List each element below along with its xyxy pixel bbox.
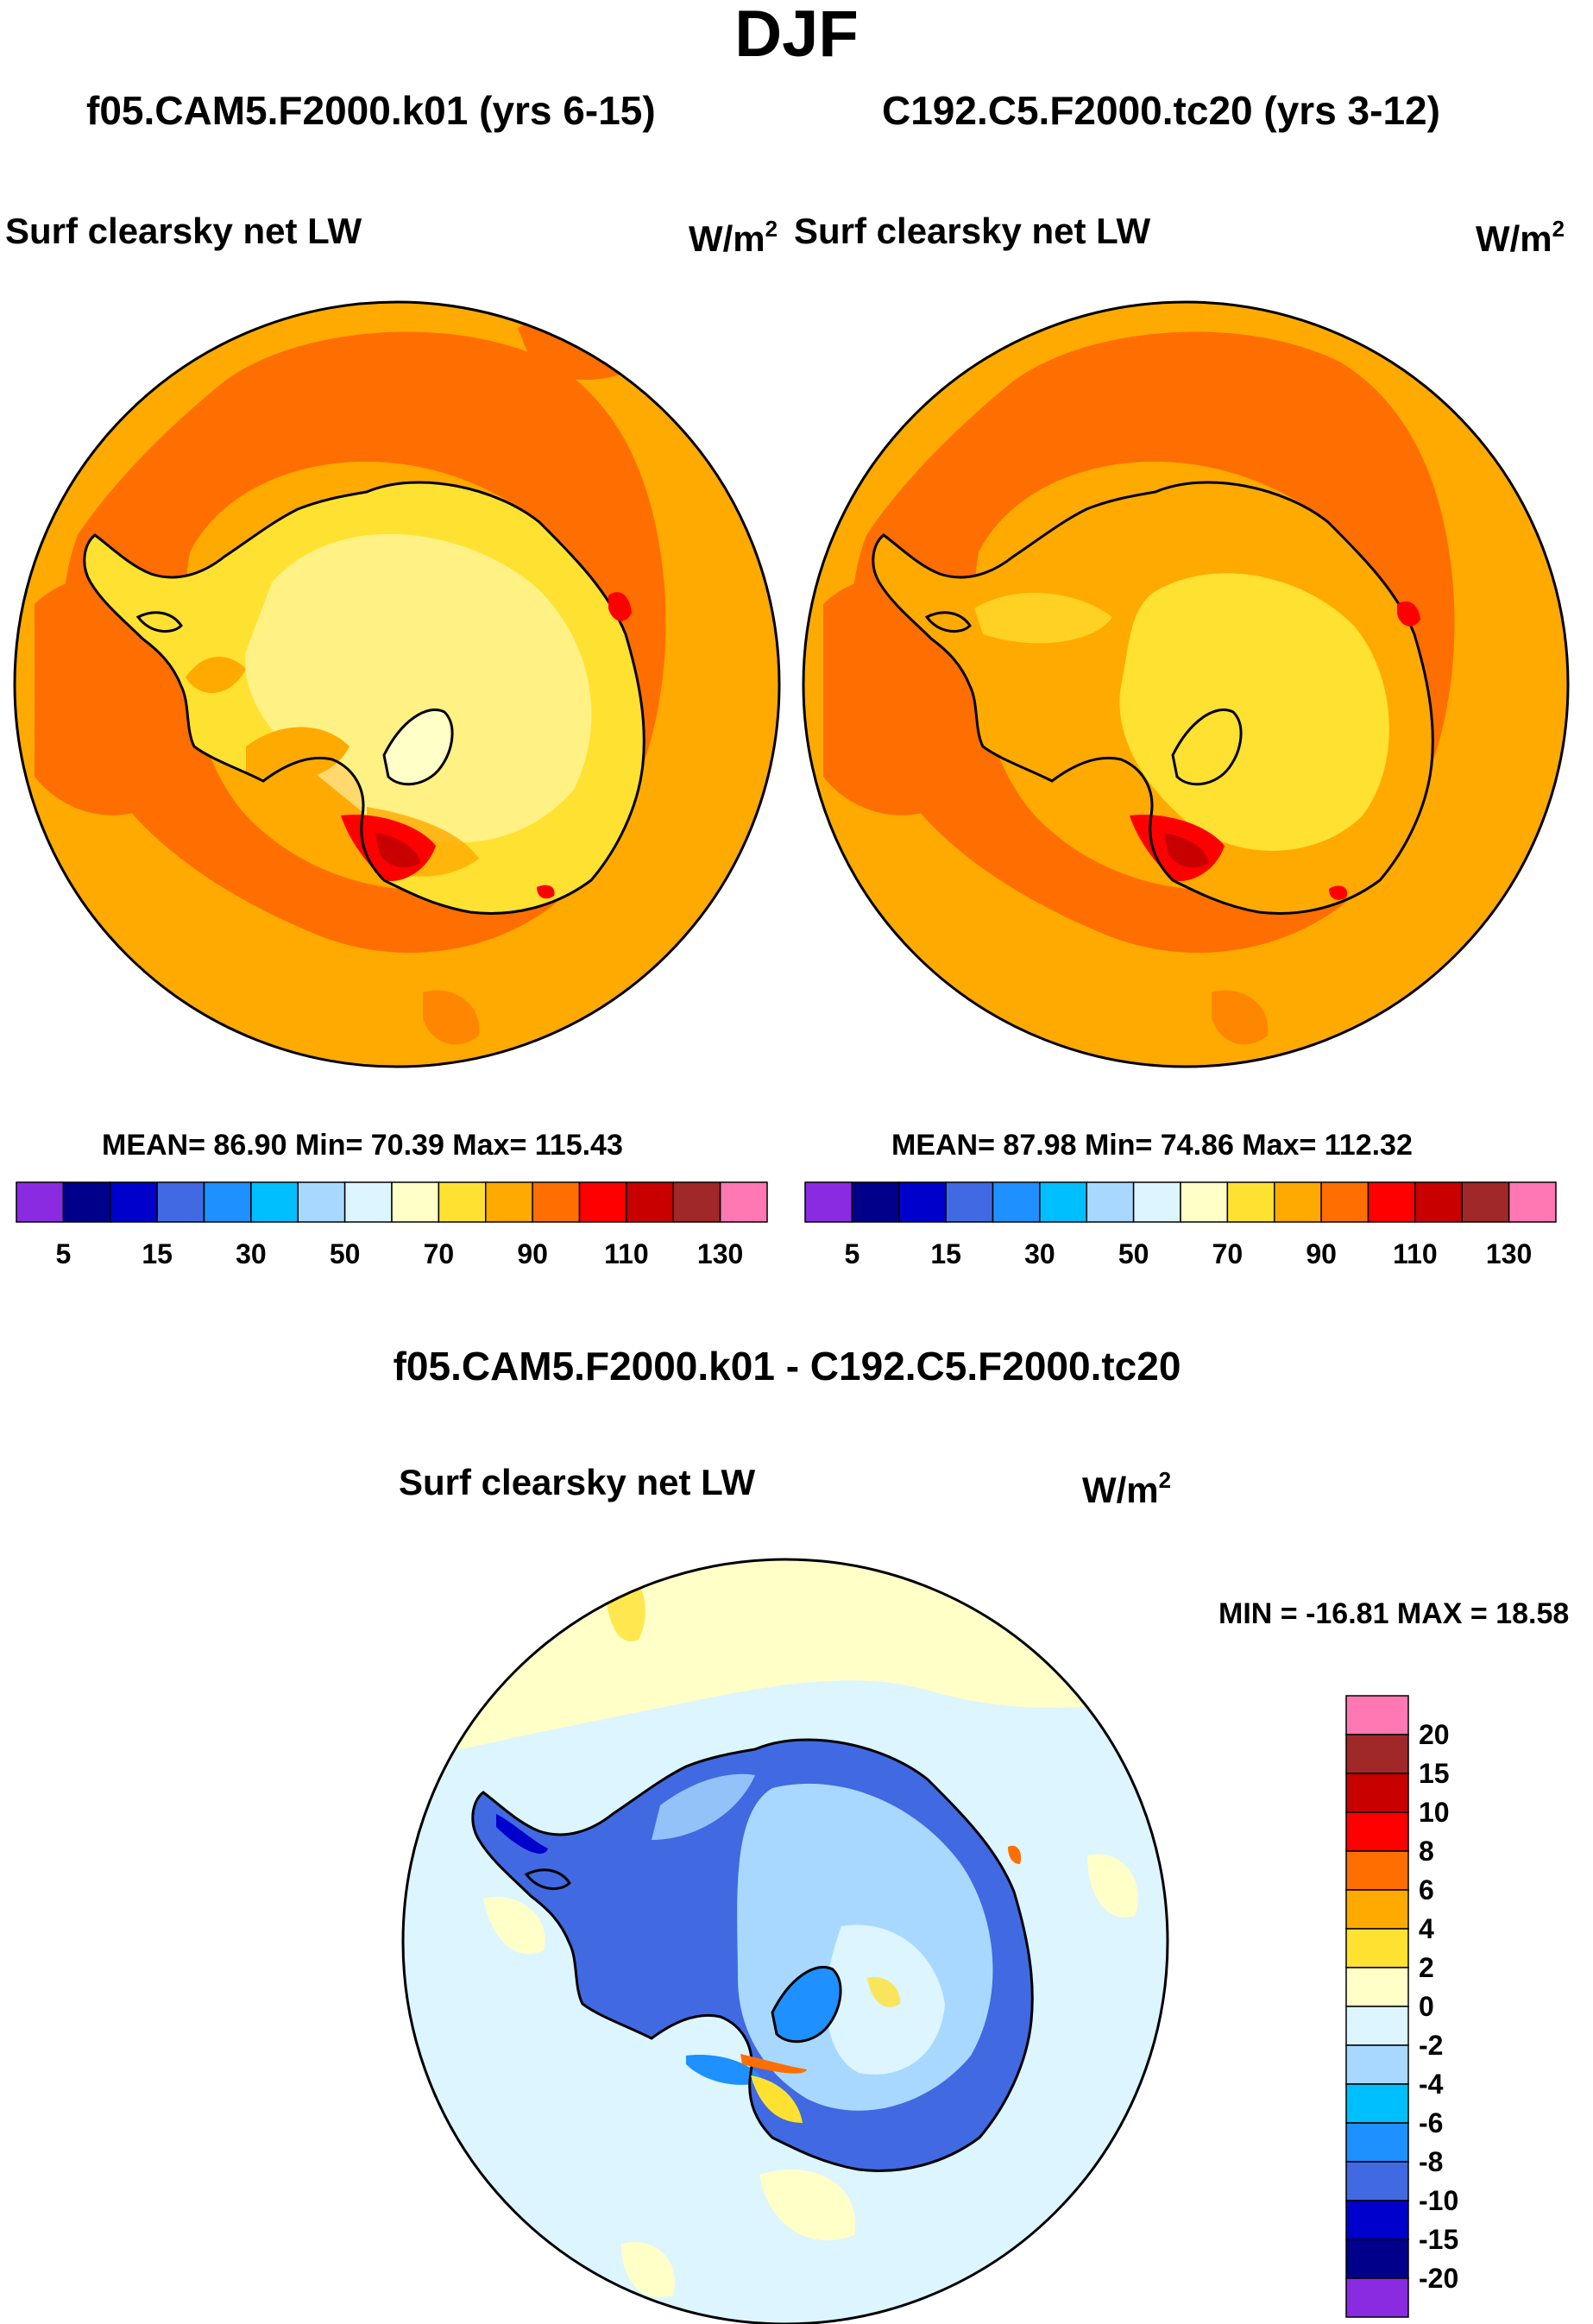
case-title-left: f05.CAM5.F2000.k01 (yrs 6-15) [86,88,656,133]
colorbar-left: 5 15 30 50 70 90 110 130 [16,1181,768,1269]
cbar-left-tick-label: 15 [142,1238,173,1269]
cbar-left-swatch-2 [110,1181,158,1223]
cbar-right-swatch-10 [1274,1181,1322,1223]
cbar-left-swatch-8 [391,1181,440,1223]
cbar-left-tick-label: 110 [604,1238,649,1269]
cbar-left-tick-label: 30 [236,1238,267,1269]
units-label-left: W/m2 [689,216,778,259]
cbar-left-swatch-7 [343,1181,393,1223]
cbar-diff-swatch-1 [1345,1734,1409,1774]
cbar-diff-swatch-10 [1345,2083,1409,2124]
cbar-left-swatch-1 [62,1181,111,1223]
cbar-diff-swatch-12 [1345,2161,1409,2201]
cbar-right-swatch-1 [851,1181,900,1223]
cbar-diff-tick-label: 6 [1419,1874,1434,1905]
cbar-right-tick-label: 70 [1212,1238,1244,1269]
cbar-right-swatch-15 [1508,1181,1557,1223]
cbar-right-tick-label: 110 [1393,1238,1438,1269]
stats-diff: MIN = -16.81 MAX = 18.58 [1218,1597,1570,1630]
cbar-diff-swatch-3 [1345,1811,1409,1852]
cbar-diff-tick-label: 2 [1419,1952,1434,1983]
cbar-diff-swatch-9 [1345,2044,1409,2085]
cbar-diff-tick-label: -15 [1419,2224,1458,2255]
cbar-left-swatch-15 [719,1181,768,1223]
cbar-right-tick-label: 5 [844,1238,859,1269]
cbar-left-swatch-6 [297,1181,346,1223]
cbar-right-tick-label: 15 [930,1238,961,1269]
cbar-right-swatch-0 [804,1181,853,1223]
variable-label-right: Surf clearsky net LW [794,211,1151,251]
cbar-right-swatch-7 [1132,1181,1181,1223]
units-label-right: W/m2 [1476,216,1565,259]
cbar-right-swatch-3 [945,1181,994,1223]
stats-right: MEAN= 87.98 Min= 74.86 Max= 112.32 [891,1129,1413,1162]
cbar-left-swatch-9 [438,1181,487,1223]
units-label-diff: W/m2 [1082,1467,1172,1510]
cbar-right-swatch-2 [898,1181,947,1223]
cbar-right-tick-label: 130 [1486,1238,1532,1269]
cbar-diff-swatch-4 [1345,1850,1409,1891]
cbar-left-swatch-10 [485,1181,533,1223]
case-title-right: C192.C5.F2000.tc20 (yrs 3-12) [882,88,1440,133]
cbar-diff-swatch-8 [1345,2006,1409,2046]
cbar-diff-tick-label: 15 [1419,1758,1450,1789]
cbar-left-tick-label: 130 [697,1238,743,1269]
cbar-diff-tick-label: 4 [1419,1913,1434,1944]
cbar-right-swatch-13 [1414,1181,1463,1223]
cbar-diff-tick-label: 10 [1419,1797,1450,1828]
cbar-diff-tick-label: 0 [1419,1991,1434,2022]
cbar-diff-tick-label: -2 [1419,2030,1443,2061]
cbar-right-tick-label: 90 [1306,1238,1337,1269]
cbar-left-swatch-3 [156,1181,205,1223]
cbar-right-swatch-14 [1461,1181,1510,1223]
cbar-left-swatch-0 [16,1181,65,1223]
cbar-diff-tick-label: 8 [1419,1836,1434,1867]
cbar-left-tick-label: 5 [55,1238,71,1269]
cbar-diff-swatch-6 [1345,1928,1409,1968]
cbar-left-swatch-4 [203,1181,252,1223]
cbar-right-tick-label: 30 [1024,1238,1055,1269]
cbar-left-tick-label: 50 [330,1238,361,1269]
cbar-left-swatch-13 [626,1181,674,1223]
cbar-diff-swatch-7 [1345,1967,1409,2007]
cbar-right-tick-label: 50 [1118,1238,1149,1269]
cbar-diff-tick-label: -6 [1419,2107,1443,2138]
cbar-left-swatch-11 [532,1181,581,1223]
cbar-right-swatch-9 [1226,1181,1275,1223]
cbar-right-swatch-5 [1039,1181,1087,1223]
cbar-diff-swatch-5 [1345,1889,1409,1930]
cbar-diff-tick-label: -8 [1419,2146,1443,2177]
variable-label-left: Surf clearsky net LW [5,211,362,251]
cbar-diff-swatch-11 [1345,2122,1409,2163]
cbar-diff-tick-label: -20 [1419,2263,1458,2294]
page-title: DJF [734,0,859,71]
variable-label-diff: Surf clearsky net LW [399,1462,756,1502]
cbar-right-swatch-6 [1086,1181,1135,1223]
map-diff [401,1558,1169,2324]
cbar-left-tick-label: 70 [424,1238,455,1269]
cbar-diff-swatch-0 [1345,1695,1409,1735]
cbar-right-swatch-12 [1367,1181,1416,1223]
cbar-diff-tick-label: 20 [1419,1719,1450,1750]
map-right [802,300,1570,1068]
colorbar-right: 5 15 30 50 70 90 110 130 [804,1181,1557,1269]
cbar-left-swatch-5 [250,1181,299,1223]
cbar-diff-swatch-15 [1345,2277,1409,2318]
cbar-right-swatch-4 [992,1181,1041,1223]
cbar-left-tick-label: 90 [517,1238,548,1269]
cbar-right-swatch-8 [1180,1181,1229,1223]
stats-left: MEAN= 86.90 Min= 70.39 Max= 115.43 [102,1129,623,1162]
cbar-diff-swatch-14 [1345,2239,1409,2279]
cbar-right-swatch-11 [1320,1181,1369,1223]
map-left [13,300,781,1068]
cbar-left-swatch-14 [672,1181,721,1223]
cbar-diff-tick-label: -10 [1419,2185,1458,2216]
cbar-diff-swatch-2 [1345,1773,1409,1813]
diff-title: f05.CAM5.F2000.k01 - C192.C5.F2000.tc20 [393,1344,1181,1389]
cbar-left-swatch-12 [578,1181,627,1223]
cbar-diff-swatch-13 [1345,2200,1409,2240]
cbar-diff-tick-label: -4 [1419,2069,1444,2100]
